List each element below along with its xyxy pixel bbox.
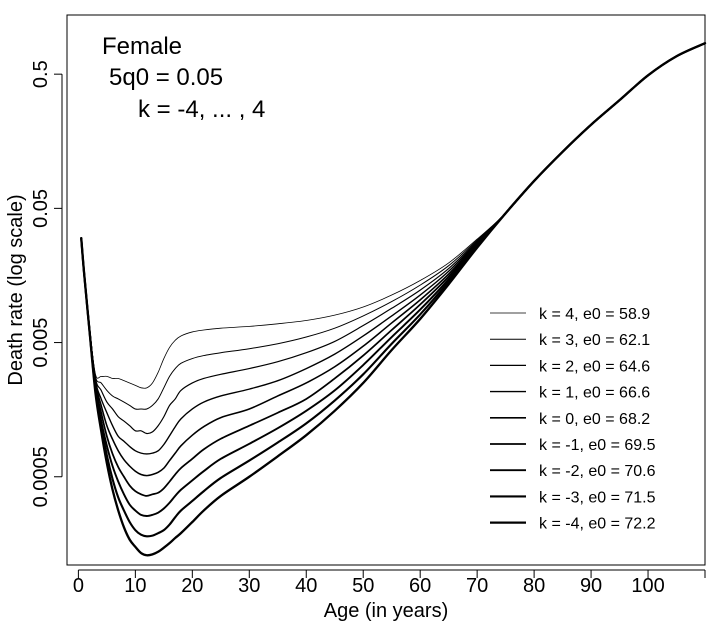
x-tick-label: 0	[73, 575, 84, 597]
legend-label: k = 4, e0 = 58.9	[539, 306, 650, 323]
x-tick-label: 20	[181, 575, 203, 597]
annotation-5q0: 5q0 = 0.05	[109, 64, 223, 91]
annotation-sex: Female	[102, 33, 182, 60]
y-tick-label: 0.05	[30, 189, 52, 228]
x-tick-label: 40	[295, 575, 317, 597]
x-tick-label: 50	[352, 575, 374, 597]
legend-label: k = -3, e0 = 71.5	[539, 489, 656, 506]
legend-label: k = 3, e0 = 62.1	[539, 332, 650, 349]
plot-frame	[66, 14, 706, 566]
y-axis-title: Death rate (log scale)	[5, 194, 27, 385]
x-tick-label: 80	[523, 575, 545, 597]
legend-label: k = 0, e0 = 68.2	[539, 411, 650, 428]
legend-label: k = 2, e0 = 64.6	[539, 358, 650, 375]
x-tick-label: 30	[238, 575, 260, 597]
legend-label: k = -4, e0 = 72.2	[539, 516, 656, 533]
x-tick-label: 70	[466, 575, 488, 597]
series-line-k-4	[80, 42, 707, 557]
y-tick-label: 0.0005	[30, 446, 52, 507]
y-tick-label: 0.5	[30, 60, 52, 88]
y-axis: 0.0005 0.005 0.05 0.5	[30, 60, 63, 507]
x-tick-label: 90	[580, 575, 602, 597]
legend-label: k = -2, e0 = 70.6	[539, 463, 656, 480]
x-tick-label: 60	[409, 575, 431, 597]
legend-label: k = 1, e0 = 66.6	[539, 385, 650, 402]
legend: k = 4, e0 = 58.9 k = 3, e0 = 62.1 k = 2, e…	[490, 306, 656, 533]
legend-label: k = -1, e0 = 69.5	[539, 437, 656, 454]
x-tick-label: 10	[124, 575, 146, 597]
x-tick-label: 100	[631, 575, 664, 597]
y-tick-label: 0.005	[30, 318, 52, 368]
x-axis: 0 10 20 30 40 50 60 70 80 90 100	[73, 569, 706, 597]
x-axis-title: Age (in years)	[324, 600, 449, 622]
series-lines	[80, 42, 707, 557]
annotation-k-range: k = -4, ... , 4	[138, 96, 265, 123]
